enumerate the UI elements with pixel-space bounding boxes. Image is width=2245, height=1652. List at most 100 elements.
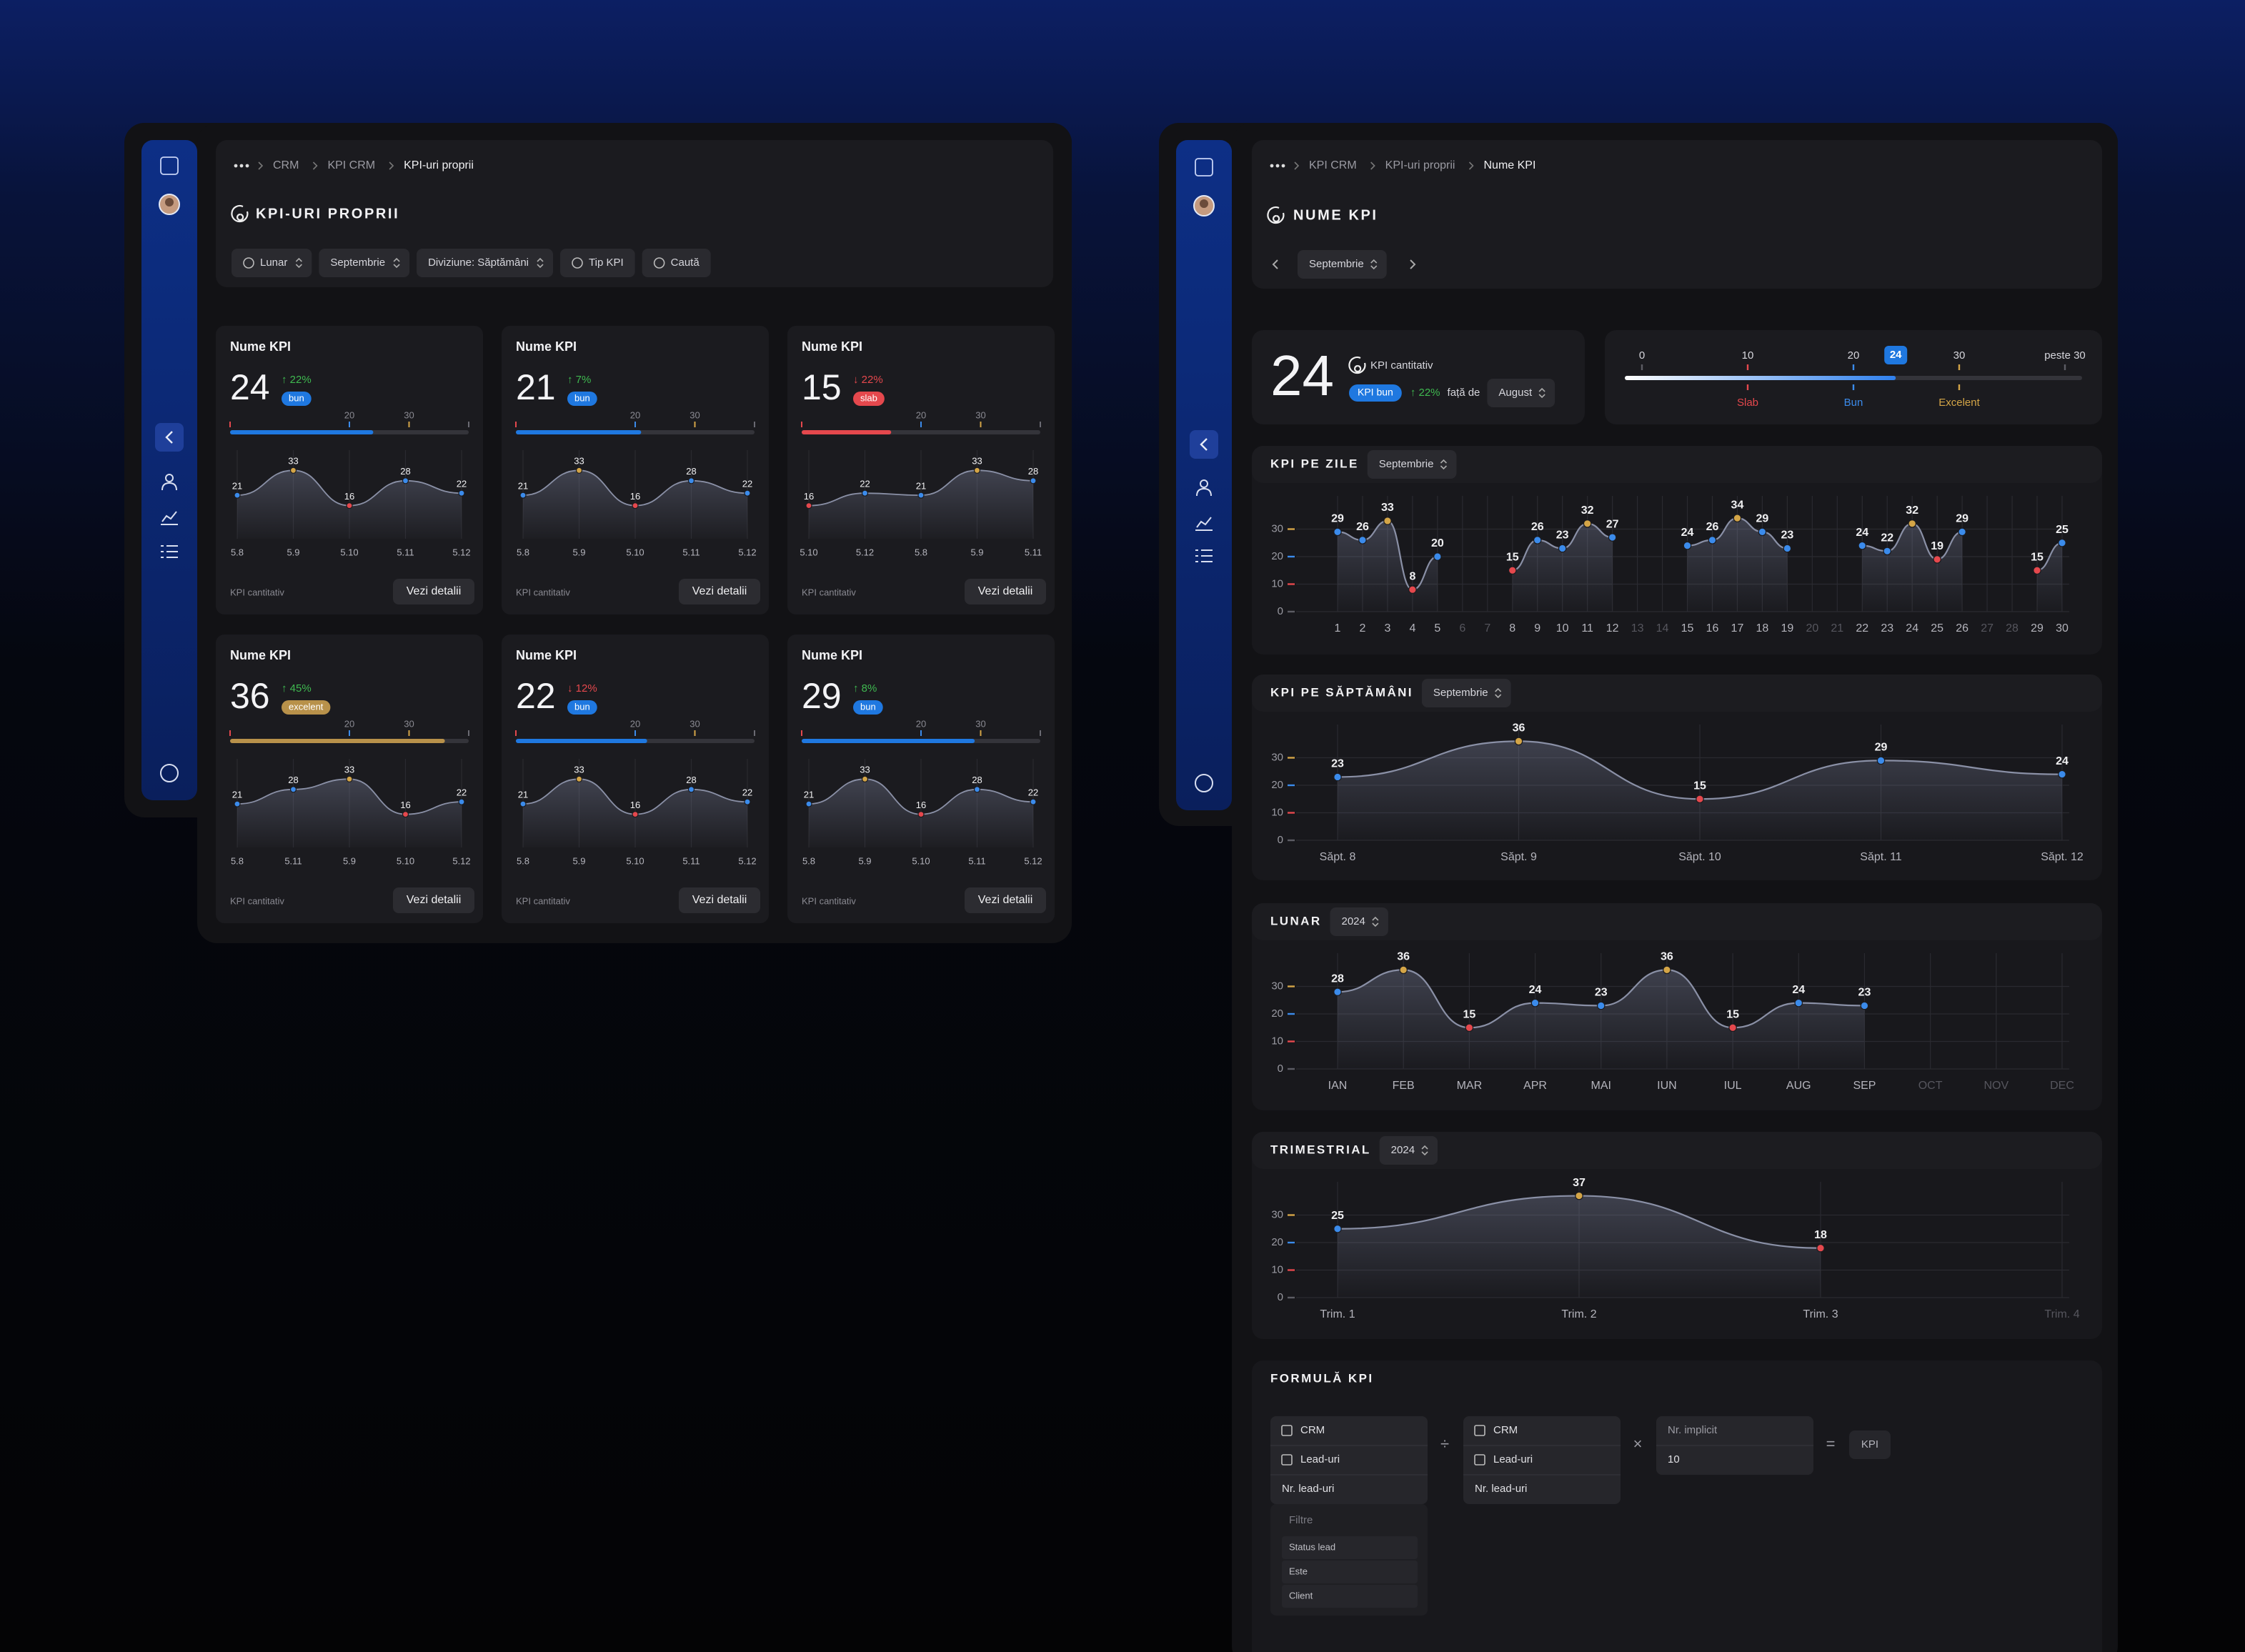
progress-fill: [516, 430, 642, 434]
value-label: 16: [630, 491, 640, 502]
details-button[interactable]: [965, 579, 1046, 604]
value-label: 36: [1397, 951, 1410, 963]
details-button-label: Vezi detalii: [692, 894, 747, 906]
details-button[interactable]: [965, 887, 1046, 913]
filter-label: Caută: [671, 257, 700, 269]
x-tick-label: APR: [1523, 1080, 1547, 1092]
details-button[interactable]: [393, 579, 474, 604]
value-label: 16: [400, 800, 410, 810]
progress-tick-label: 30: [404, 718, 414, 729]
x-tick-label: Săpt. 10: [1678, 851, 1721, 863]
point: [1433, 552, 1442, 561]
badge: [853, 392, 885, 406]
point: [2058, 770, 2066, 779]
panel-toggle-icon[interactable]: [1195, 158, 1213, 176]
card-change: ↓ 12%: [567, 682, 597, 695]
users-icon[interactable]: [1196, 479, 1212, 497]
scale-tick-label: 0: [1639, 349, 1645, 362]
value-label: 21: [518, 481, 528, 492]
value-label: 36: [1661, 951, 1673, 963]
badge: [567, 392, 597, 406]
x-tick-label: 6: [1459, 622, 1465, 635]
selector[interactable]: [1421, 679, 1511, 707]
breadcrumb-item[interactable]: KPI CRM: [327, 159, 375, 171]
point: [1575, 1191, 1583, 1200]
filter-button[interactable]: [417, 249, 553, 277]
filter-button[interactable]: [642, 249, 711, 277]
value-label: 33: [344, 765, 354, 775]
details-button[interactable]: [393, 887, 474, 913]
point: [1883, 547, 1892, 556]
point: [402, 477, 409, 484]
selector[interactable]: [1487, 379, 1555, 407]
filter-button[interactable]: [319, 249, 410, 277]
value-label: 15: [1693, 780, 1706, 792]
area: [809, 779, 1033, 847]
operand-box[interactable]: [1270, 1416, 1428, 1504]
chart-section-header: [1252, 1132, 2102, 1169]
x-tick-label: 5.12: [452, 855, 470, 866]
value-label: 8: [1409, 570, 1415, 582]
collapse-button[interactable]: [1190, 430, 1218, 459]
x-tick-label: 24: [1906, 622, 1918, 635]
details-button[interactable]: [679, 887, 760, 913]
selector[interactable]: [1367, 450, 1457, 479]
value-label: 34: [1731, 499, 1744, 511]
value-label: 22: [457, 479, 467, 489]
value-label: 16: [344, 491, 354, 502]
breadcrumb-item[interactable]: KPI-uri proprii: [1385, 159, 1455, 171]
point: [1514, 737, 1523, 746]
users-icon[interactable]: [161, 474, 177, 491]
next-month[interactable]: [1410, 259, 1416, 269]
x-tick-label: 9: [1534, 622, 1540, 635]
collapse-button[interactable]: [155, 423, 184, 452]
selector[interactable]: [1379, 1136, 1438, 1165]
x-tick-label: OCT: [1918, 1080, 1943, 1092]
details-button[interactable]: [679, 579, 760, 604]
point: [346, 775, 353, 782]
x-tick-label: 5.11: [284, 855, 302, 866]
x-tick-label: 5.11: [682, 547, 700, 557]
prev-month[interactable]: [1272, 259, 1278, 269]
filter-icon: [653, 257, 665, 269]
help-icon[interactable]: [160, 764, 179, 782]
x-tick-label: 16: [1706, 622, 1719, 635]
y-tick-label: 10: [1271, 806, 1283, 818]
x-tick-label: Trim. 4: [2044, 1308, 2079, 1320]
area: [1338, 518, 2062, 612]
x-tick-label: Săpt. 8: [1320, 851, 1356, 863]
selector[interactable]: [1330, 907, 1388, 936]
value-label: 23: [1781, 529, 1793, 542]
chart-icon[interactable]: [1195, 517, 1213, 531]
chart-icon[interactable]: [161, 511, 178, 525]
header-panel: [1252, 140, 2102, 289]
breadcrumb-item[interactable]: CRM: [273, 159, 299, 171]
list-icon[interactable]: [1195, 549, 1213, 562]
breadcrumb-item[interactable]: KPI CRM: [1309, 159, 1357, 171]
progress-fill: [802, 739, 975, 743]
operand-box[interactable]: [1463, 1416, 1621, 1504]
list-icon[interactable]: [161, 545, 178, 558]
x-tick-label: 5.11: [968, 855, 985, 866]
point: [1333, 772, 1342, 782]
filter-icon: [572, 257, 583, 269]
value-label: 15: [1506, 551, 1519, 563]
point: [1663, 965, 1671, 975]
breadcrumb-item: KPI-uri proprii: [404, 159, 474, 171]
breadcrumb-item: Nume KPI: [1483, 159, 1535, 171]
card-title: Nume KPI: [230, 648, 291, 662]
y-tick-label: 30: [1271, 751, 1283, 763]
value-label: 20: [1431, 537, 1444, 549]
filter-button[interactable]: [232, 249, 312, 277]
kpi-icon: [1348, 356, 1366, 374]
x-tick-label: 21: [1831, 622, 1843, 635]
selector[interactable]: [1298, 250, 1387, 279]
card-footer: KPI cantitativ: [516, 895, 570, 906]
panel-toggle-icon[interactable]: [160, 156, 179, 175]
value-label: 15: [1726, 1008, 1739, 1020]
filter-button[interactable]: [560, 249, 635, 277]
chevron-icon: [393, 257, 400, 269]
help-icon[interactable]: [1195, 774, 1213, 792]
x-tick-label: 27: [1981, 622, 1993, 635]
